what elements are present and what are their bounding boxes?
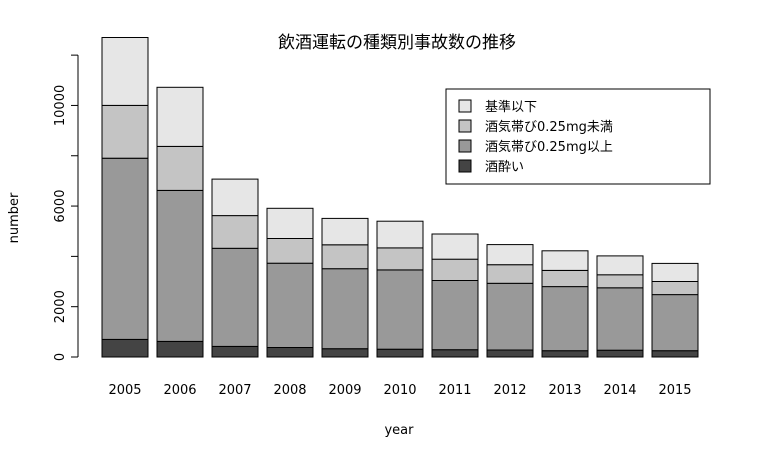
bar-2012-series-0 [486, 349, 534, 358]
bar-2012-series-2 [486, 264, 534, 284]
bar-2012-series-3 [486, 244, 534, 266]
bar-2015-series-2 [651, 281, 699, 296]
bar-2005-series-2 [101, 104, 149, 159]
bar-2008-series-1 [266, 262, 314, 349]
bar-2014-series-2 [596, 274, 644, 289]
legend-swatch [458, 119, 472, 133]
bar-2006-series-1 [156, 190, 204, 342]
y-tick-label: 0 [53, 353, 68, 361]
y-tick-label: 6000 [53, 190, 68, 223]
legend-swatch [458, 159, 472, 173]
bar-2005-series-3 [101, 37, 149, 106]
bar-2010-series-2 [376, 247, 424, 271]
bar-2013-series-3 [541, 250, 589, 271]
bar-2006-series-0 [156, 340, 204, 358]
bar-2011-series-1 [431, 280, 479, 351]
bar-2007-series-0 [211, 345, 259, 358]
bar-2010-series-3 [376, 220, 424, 249]
bar-2015-series-0 [651, 350, 699, 358]
bar-2005-series-0 [101, 338, 149, 358]
x-tick-label: 2006 [163, 383, 196, 398]
bar-2009-series-2 [321, 244, 369, 270]
y-tick-label: 2000 [53, 290, 68, 323]
bar-2009-series-1 [321, 268, 369, 350]
x-tick-label: 2010 [383, 383, 416, 398]
bar-2009-series-0 [321, 348, 369, 358]
bar-2008-series-3 [266, 207, 314, 240]
bar-2005-series-1 [101, 157, 149, 340]
x-tick-label: 2009 [328, 383, 361, 398]
legend-label: 基準以下 [485, 99, 537, 115]
bar-2014-series-1 [596, 287, 644, 351]
bar-2010-series-0 [376, 348, 424, 358]
bar-2014-series-0 [596, 349, 644, 358]
y-axis-label: number [7, 192, 22, 243]
bar-2015-series-1 [651, 294, 699, 352]
y-tick-label: 10000 [53, 85, 68, 126]
bar-2008-series-0 [266, 346, 314, 358]
chart-title: 飲酒運転の種類別事故数の推移 [278, 33, 516, 53]
legend-box [445, 88, 711, 185]
y-axis: 0 2000 6000 10000 [53, 54, 79, 361]
x-tick-label: 2008 [273, 383, 306, 398]
bars-layer [101, 37, 699, 358]
bar-2009-series-3 [321, 217, 369, 246]
legend-swatch [458, 99, 472, 113]
bar-2011-series-2 [431, 258, 479, 282]
bar-2014-series-3 [596, 255, 644, 276]
legend-label: 酒気帯び0.25mg未満 [485, 119, 613, 135]
bar-2011-series-3 [431, 233, 479, 260]
x-tick-label: 2005 [108, 383, 141, 398]
bar-2015-series-3 [651, 262, 699, 282]
x-axis: 2005 2006 2007 2008 2009 2010 2011 2012 2013 2014… [108, 383, 691, 398]
x-tick-label: 2015 [658, 383, 691, 398]
bar-2007-series-3 [211, 178, 259, 217]
bar-2010-series-1 [376, 269, 424, 350]
x-tick-label: 2013 [548, 383, 581, 398]
bar-2007-series-2 [211, 215, 259, 249]
bar-2008-series-2 [266, 238, 314, 264]
x-tick-label: 2011 [438, 383, 471, 398]
legend-swatch [458, 139, 472, 153]
bar-2011-series-0 [431, 349, 479, 358]
bar-2013-series-0 [541, 350, 589, 358]
legend-label: 酒気帯び0.25mg以上 [485, 139, 613, 155]
x-tick-label: 2012 [493, 383, 526, 398]
x-tick-label: 2007 [218, 383, 251, 398]
x-tick-label: 2014 [603, 383, 636, 398]
bar-2006-series-3 [156, 86, 204, 147]
legend-label: 酒酔い [485, 160, 524, 175]
bar-2013-series-1 [541, 286, 589, 352]
bar-2012-series-1 [486, 282, 534, 351]
bar-2006-series-2 [156, 145, 204, 191]
bar-2007-series-1 [211, 247, 259, 347]
x-axis-label: year [384, 423, 414, 438]
bar-2013-series-2 [541, 270, 589, 288]
